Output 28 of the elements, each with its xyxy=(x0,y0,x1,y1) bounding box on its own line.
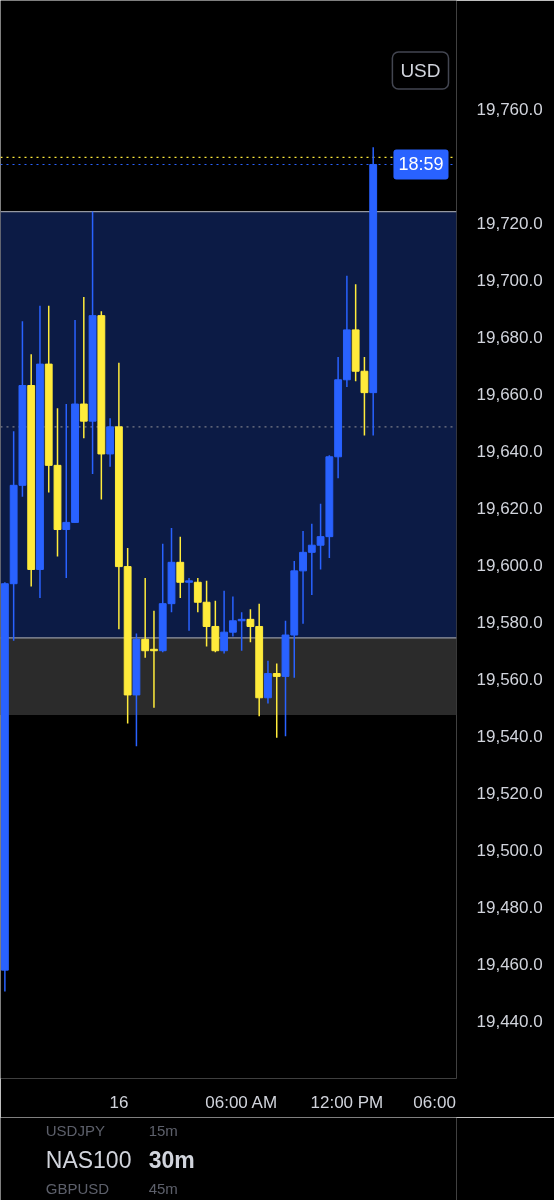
y-tick-label: 19,440.0 xyxy=(476,1012,543,1032)
x-tick-label: 16 xyxy=(109,1092,129,1112)
text: NAS100 xyxy=(45,1146,132,1173)
y-tick-label: 19,600.0 xyxy=(476,556,543,576)
y-tick-label: 19,500.0 xyxy=(476,841,543,861)
y-tick-label: 19,680.0 xyxy=(476,328,543,348)
text: 45m xyxy=(148,1180,178,1197)
y-tick-label: 19,580.0 xyxy=(476,613,543,633)
y-tick-label: 19,480.0 xyxy=(476,898,543,918)
x-tick-label: 06:00 xyxy=(413,1092,456,1112)
y-tick-label: 19,520.0 xyxy=(476,784,543,804)
y-tick-label: 19,620.0 xyxy=(476,499,543,519)
y-tick-label: 19,640.0 xyxy=(476,442,543,462)
text: 30m xyxy=(148,1146,195,1173)
text: USDJPY xyxy=(45,1122,105,1139)
text: 15m xyxy=(148,1122,178,1139)
x-tick-label: 06:00 AM xyxy=(205,1092,278,1112)
y-tick-label: 19,660.0 xyxy=(476,385,543,405)
text: GBPUSD xyxy=(45,1180,110,1197)
y-tick-label: 19,560.0 xyxy=(476,670,543,690)
y-tick-label: 19,720.0 xyxy=(476,213,543,233)
y-axis-title: USD xyxy=(400,60,441,81)
y-tick-label: 19,700.0 xyxy=(476,270,543,290)
y-tick-label: 19,460.0 xyxy=(476,955,543,975)
y-tick-label: 19,540.0 xyxy=(476,727,543,747)
x-tick-label: 12:00 PM xyxy=(310,1092,384,1112)
y-tick-label: 19,760.0 xyxy=(476,99,543,119)
annotation: 18:59 xyxy=(398,154,444,175)
